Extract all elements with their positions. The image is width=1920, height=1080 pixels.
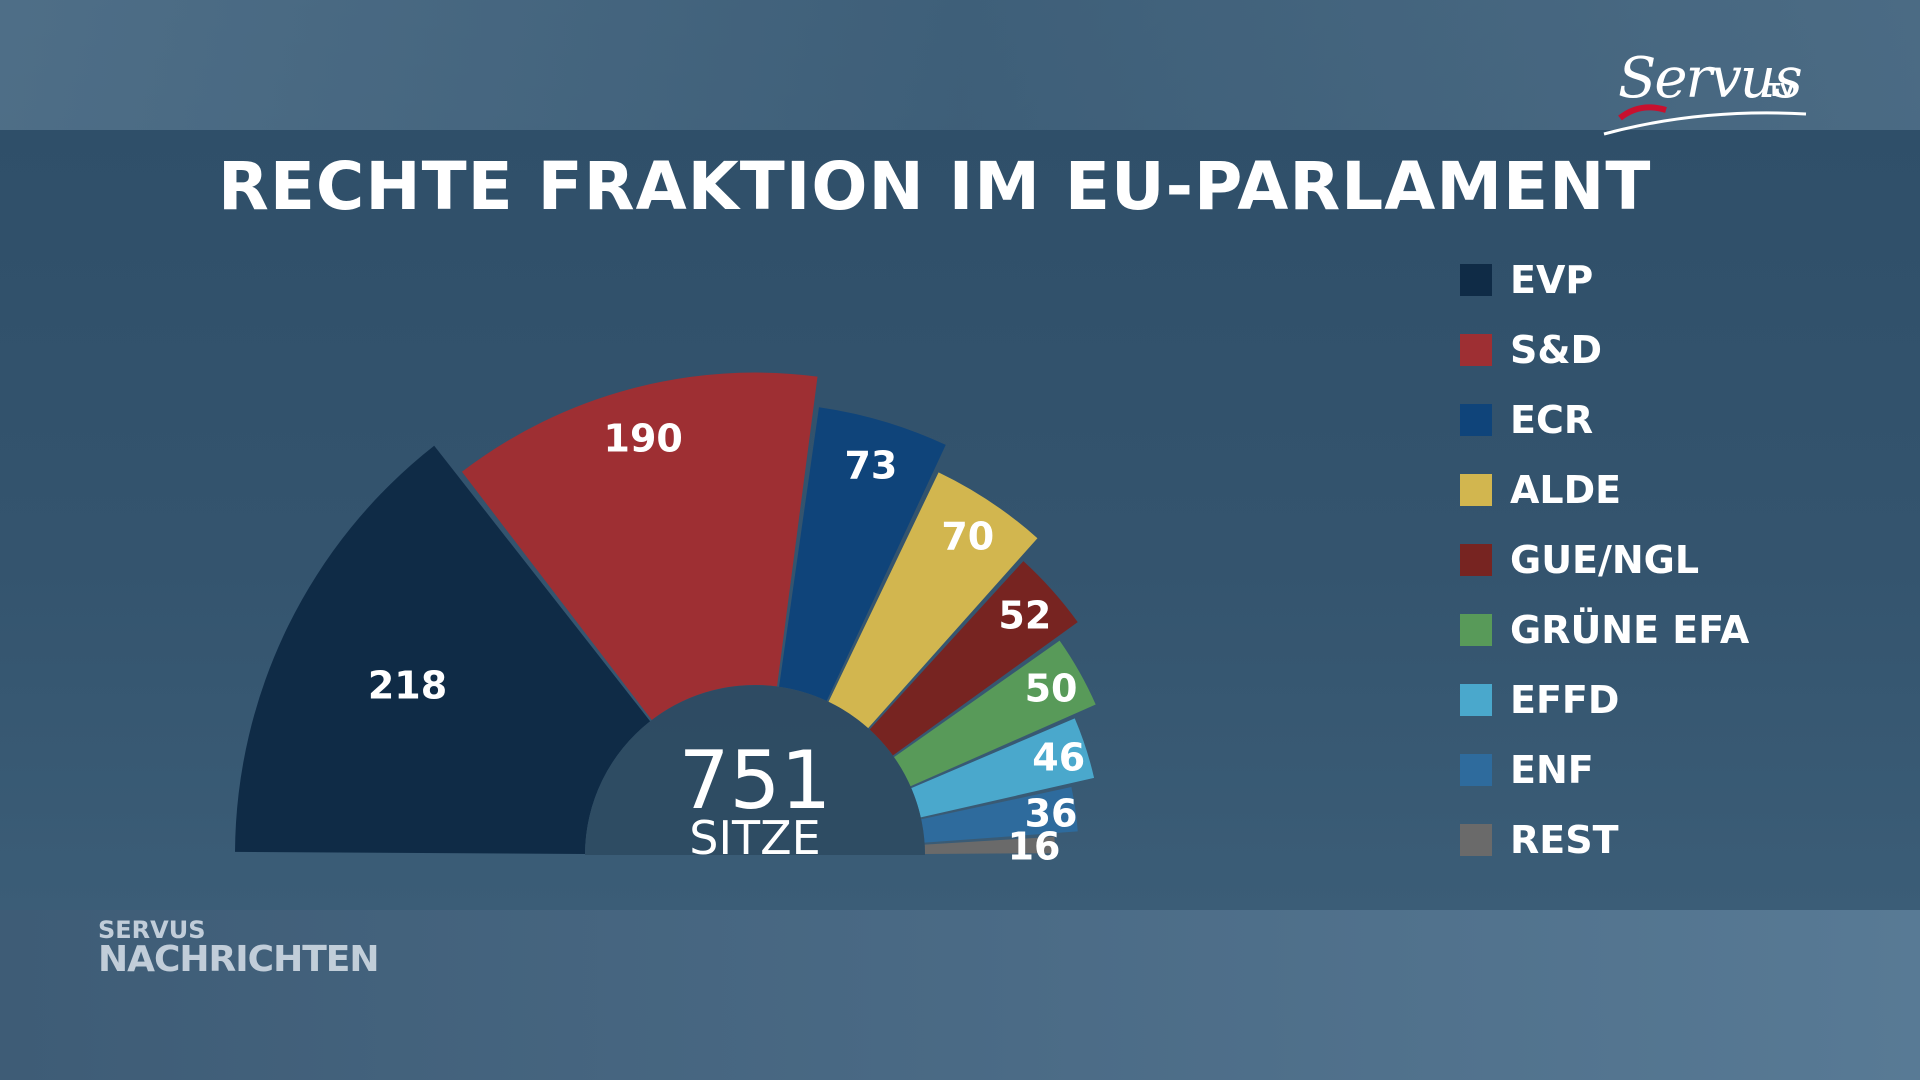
value-label-alde: 70 [941,515,994,559]
legend-label: EVP [1510,258,1594,302]
segment-effd [911,718,1095,818]
legend-label: REST [1510,818,1619,862]
legend-item-s-d: S&D [1460,325,1602,375]
legend-swatch [1460,334,1492,366]
segment-s-d [461,372,818,720]
value-label-enf: 36 [1025,792,1078,836]
segment-evp [235,445,651,854]
legend-item-effd: EFFD [1460,675,1619,725]
brand-line-2: NACHRICHTEN [98,939,379,980]
value-label-gue-ngl: 52 [998,594,1051,638]
value-label-s-d: 190 [604,416,683,460]
total-seats-label: SITZE [689,811,820,865]
legend-item-alde: ALDE [1460,465,1621,515]
legend-item-ecr: ECR [1460,395,1593,445]
legend-item-rest: REST [1460,815,1619,865]
legend-item-enf: ENF [1460,745,1594,795]
legend-item-evp: EVP [1460,255,1593,305]
center-hub-disc [585,685,925,855]
logo-tv-suffix: TV [1768,80,1795,101]
center-hub: 751 SITZE [585,685,925,865]
segment-alde [828,472,1038,729]
legend-item-gue-ngl: GUE/NGL [1460,535,1699,585]
legend-item-gr-ne-efa: GRÜNE EFA [1460,605,1749,655]
legend-swatch [1460,754,1492,786]
chart-segments [235,372,1096,854]
legend-swatch [1460,544,1492,576]
segment-enf [921,787,1078,843]
legend-swatch [1460,474,1492,506]
legend-label: ALDE [1510,468,1622,512]
segment-ecr [779,407,946,701]
legend-swatch [1460,404,1492,436]
legend-swatch [1460,264,1492,296]
legend-swatch [1460,824,1492,856]
value-label-gr-ne-efa: 50 [1025,667,1078,711]
total-seats-number: 751 [679,734,832,827]
value-label-evp: 218 [368,664,447,708]
segment-gr-ne-efa [894,640,1096,787]
value-label-rest: 16 [1008,825,1061,869]
segment-gue-ngl [869,561,1078,756]
legend-label: GRÜNE EFA [1510,608,1750,652]
legend-swatch [1460,684,1492,716]
header-band [0,0,1920,130]
legend-swatch [1460,614,1492,646]
servustv-logo: Servus TV [1600,40,1810,150]
legend-label: GUE/NGL [1510,538,1700,582]
logo-wordmark: Servus [1618,46,1803,111]
segment-rest [924,836,1055,854]
servus-nachrichten-brand: SERVUS NACHRICHTEN [98,916,379,980]
legend-label: EFFD [1510,678,1620,722]
brand-line-1: SERVUS [98,916,206,944]
legend-label: ENF [1510,748,1594,792]
legend-label: ECR [1510,398,1594,442]
logo-swoosh-icon [1603,104,1807,136]
value-label-ecr: 73 [844,444,897,488]
value-label-effd: 46 [1032,735,1085,779]
legend-label: S&D [1510,328,1603,372]
page-title: RECHTE FRAKTION IM EU-PARLAMENT [218,148,1652,225]
footer-band [0,910,1920,1080]
